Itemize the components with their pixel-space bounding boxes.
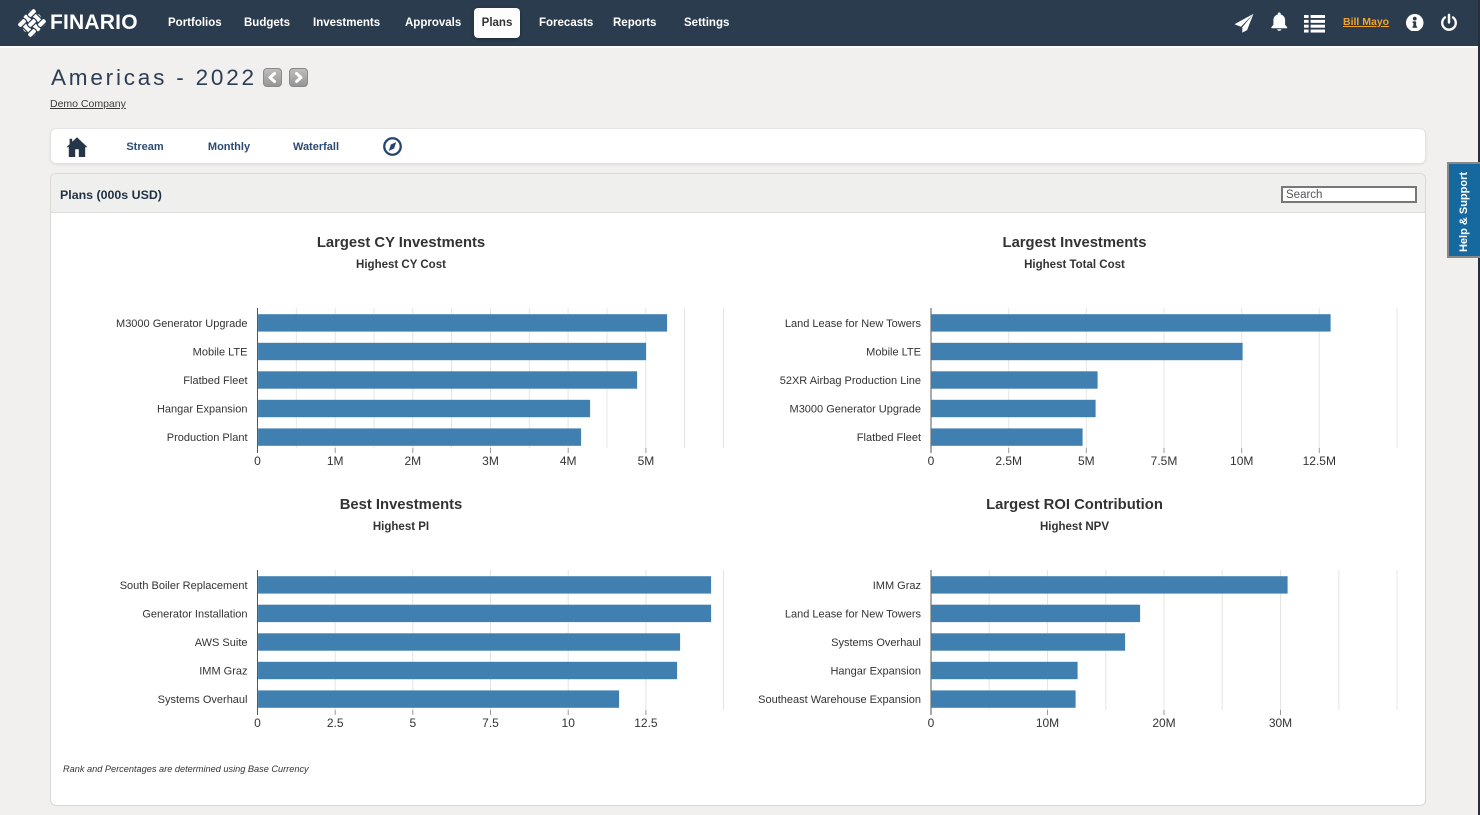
svg-text:0: 0 [928, 454, 935, 468]
svg-text:0: 0 [928, 716, 935, 730]
svg-text:0: 0 [254, 716, 261, 730]
svg-text:4M: 4M [560, 454, 577, 468]
svg-text:Largest ROI Contribution: Largest ROI Contribution [986, 497, 1163, 513]
svg-text:1M: 1M [327, 454, 344, 468]
svg-text:IMM Graz: IMM Graz [873, 580, 921, 592]
svg-text:Highest Total Cost: Highest Total Cost [1024, 259, 1125, 271]
svg-text:Flatbed Fleet: Flatbed Fleet [857, 432, 921, 444]
svg-text:0: 0 [254, 454, 261, 468]
svg-text:South Boiler Replacement: South Boiler Replacement [120, 580, 248, 592]
svg-text:Systems Overhaul: Systems Overhaul [158, 694, 248, 706]
svg-text:52XR Airbag Production Line: 52XR Airbag Production Line [780, 375, 921, 387]
svg-text:5: 5 [409, 716, 416, 730]
svg-text:IMM Graz: IMM Graz [199, 665, 247, 677]
svg-text:Mobile LTE: Mobile LTE [866, 346, 921, 358]
svg-text:Hangar Expansion: Hangar Expansion [157, 403, 248, 415]
svg-text:M3000 Generator Upgrade: M3000 Generator Upgrade [116, 318, 247, 330]
svg-text:AWS Suite: AWS Suite [195, 637, 248, 649]
svg-text:Best Investments: Best Investments [340, 497, 463, 513]
svg-text:12.5M: 12.5M [1303, 454, 1336, 468]
svg-text:Flatbed Fleet: Flatbed Fleet [183, 375, 247, 387]
svg-text:Systems Overhaul: Systems Overhaul [831, 637, 921, 649]
svg-text:7.5M: 7.5M [1151, 454, 1178, 468]
svg-text:12.5: 12.5 [634, 716, 658, 730]
svg-text:5M: 5M [638, 454, 655, 468]
svg-text:10: 10 [562, 716, 576, 730]
svg-text:7.5: 7.5 [482, 716, 499, 730]
svg-text:Hangar Expansion: Hangar Expansion [830, 665, 921, 677]
svg-text:M3000 Generator Upgrade: M3000 Generator Upgrade [790, 403, 921, 415]
svg-text:10M: 10M [1036, 716, 1059, 730]
svg-text:Generator Installation: Generator Installation [142, 608, 247, 620]
svg-text:20M: 20M [1152, 716, 1175, 730]
svg-text:Mobile LTE: Mobile LTE [193, 346, 248, 358]
svg-text:Land Lease for New Towers: Land Lease for New Towers [785, 318, 922, 330]
svg-text:Largest Investments: Largest Investments [1003, 235, 1147, 251]
svg-text:2.5: 2.5 [327, 716, 344, 730]
svg-text:Largest CY Investments: Largest CY Investments [317, 235, 485, 251]
svg-text:Land Lease for New Towers: Land Lease for New Towers [785, 608, 922, 620]
svg-text:2M: 2M [404, 454, 421, 468]
svg-text:Southeast Warehouse Expansion: Southeast Warehouse Expansion [758, 694, 921, 706]
svg-text:Highest NPV: Highest NPV [1040, 521, 1109, 533]
svg-text:3M: 3M [482, 454, 499, 468]
svg-text:30M: 30M [1269, 716, 1292, 730]
svg-text:Production Plant: Production Plant [167, 432, 248, 444]
svg-text:Highest PI: Highest PI [373, 521, 429, 533]
svg-text:10M: 10M [1230, 454, 1253, 468]
svg-text:2.5M: 2.5M [995, 454, 1022, 468]
svg-text:Highest CY Cost: Highest CY Cost [356, 259, 446, 271]
svg-text:5M: 5M [1078, 454, 1095, 468]
